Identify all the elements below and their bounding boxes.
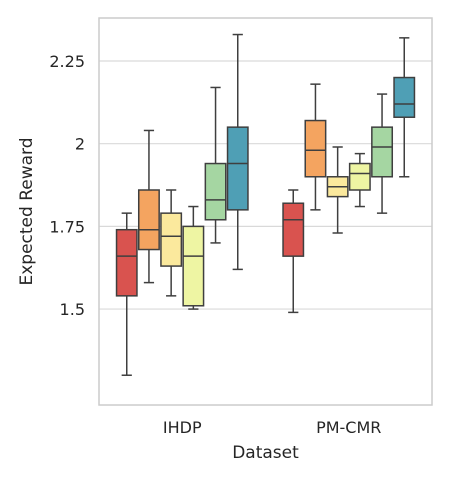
box	[160, 212, 183, 267]
y-tick-label: 2.25	[49, 52, 85, 71]
plot-frame	[98, 17, 433, 406]
box-plot	[393, 37, 416, 178]
x-tick-label: PM-CMR	[316, 418, 381, 437]
box	[304, 119, 327, 178]
box-plot	[137, 129, 160, 284]
box-plot	[326, 146, 349, 234]
box-plot	[226, 33, 249, 271]
x-tick-label: IHDP	[163, 418, 202, 437]
box-plot	[182, 205, 205, 310]
box-plot	[348, 152, 371, 208]
box-plots	[115, 33, 416, 376]
box	[282, 202, 305, 257]
box-plot	[371, 93, 394, 214]
box-plot	[115, 212, 138, 376]
y-tick-label: 1.5	[60, 300, 85, 319]
y-tick-label: 2	[75, 135, 85, 154]
box	[115, 228, 138, 297]
box	[137, 189, 160, 251]
y-axis-label: Expected Reward	[17, 137, 37, 285]
box	[393, 76, 416, 118]
box	[204, 162, 227, 221]
box	[182, 225, 205, 307]
box-plot	[304, 83, 327, 211]
box-plot	[204, 86, 227, 244]
box	[226, 126, 249, 211]
y-tick-label: 1.75	[49, 217, 85, 236]
tick-labels: 1.5 1.75 2 2.25 IHDP PM-CMR	[49, 52, 381, 437]
box-plot	[160, 189, 183, 297]
box	[371, 126, 394, 178]
box-plot	[282, 189, 305, 314]
x-axis-label: Dataset	[232, 443, 299, 463]
box	[348, 162, 371, 191]
